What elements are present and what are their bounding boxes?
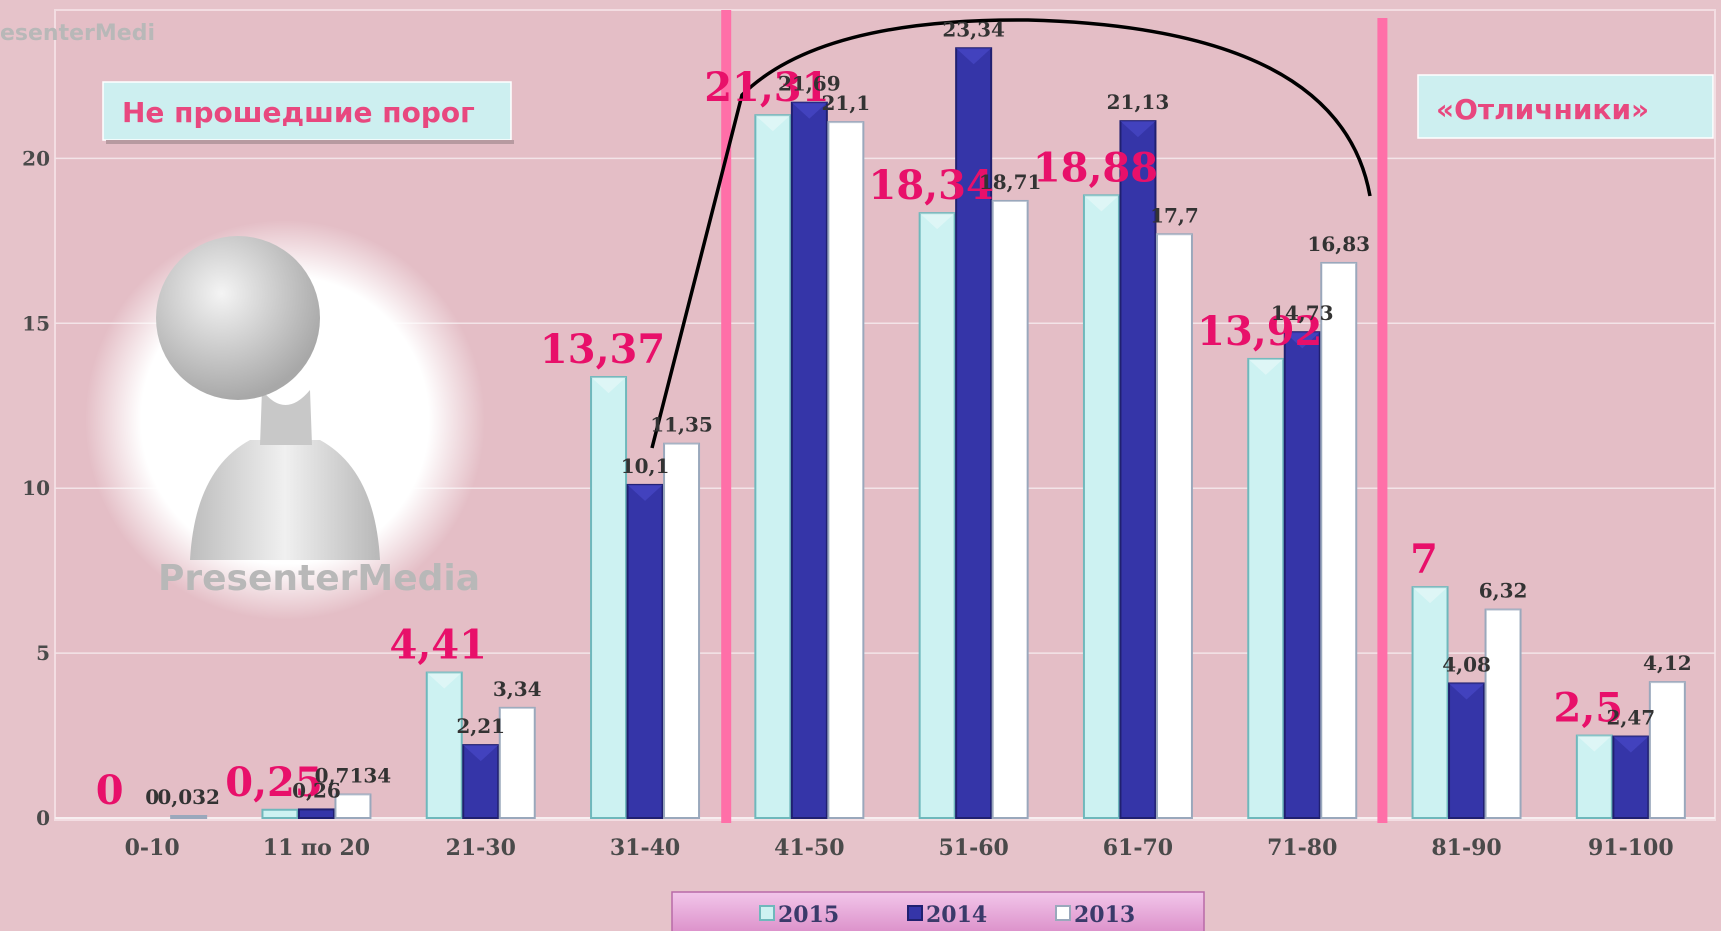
bar-2015	[1082, 194, 1120, 820]
value-label-2015: 2,5	[1554, 685, 1624, 732]
figure-illustration	[85, 220, 485, 620]
value-label-2013: 6,32	[1479, 579, 1528, 603]
value-label-2013: 0,7134	[315, 763, 392, 787]
bar-2014	[626, 483, 664, 819]
y-tick-label: 5	[36, 641, 50, 665]
legend-item-2014: 2014	[907, 902, 987, 928]
watermark-top: esenterMedi	[0, 21, 155, 46]
bar-2013	[1320, 261, 1358, 819]
bar-2014	[462, 744, 500, 820]
x-tick-label: 31-40	[610, 835, 680, 861]
legend-item-2013: 2013	[1055, 902, 1135, 928]
bar-2013	[663, 442, 701, 819]
value-label-2014: 21,13	[1107, 90, 1170, 114]
bar-2015	[261, 808, 299, 820]
value-label-2015: 4,41	[390, 622, 487, 669]
y-tick-label: 20	[22, 146, 50, 170]
bar-2013	[1484, 608, 1522, 819]
bar-2015	[918, 212, 956, 819]
bar-2014	[955, 47, 993, 819]
bar-2013	[991, 199, 1029, 819]
bar-2013	[498, 706, 536, 819]
legend-label: 2015	[778, 902, 839, 928]
bar-2015	[1247, 357, 1285, 819]
value-label-2014: 4,08	[1442, 652, 1491, 676]
highlight-arc	[650, 18, 1372, 449]
bar-2014	[1448, 682, 1486, 819]
plot-frame	[54, 9, 1716, 821]
svg-text:«Отличники»: «Отличники»	[1436, 93, 1649, 126]
bar-2013	[1155, 233, 1193, 819]
x-axis: 0-10 11 по 20 21-30 31-40 41-50 51-60 61-70 71-…	[125, 835, 1674, 861]
threshold-line	[1377, 18, 1388, 823]
bar-2013	[334, 793, 372, 819]
value-label-2015: 18,34	[869, 162, 994, 209]
value-label-2013: 11,35	[650, 413, 713, 437]
value-label-2015: 0	[96, 767, 124, 814]
bar-2015	[590, 376, 628, 819]
y-tick-label: 10	[22, 476, 50, 500]
bars	[170, 47, 1686, 820]
value-label-2013: 21,1	[821, 91, 870, 115]
value-labels: 0 00,032 0,250,260,71344,412,213,3413,3710…	[96, 17, 1692, 814]
legend-item-2015: 2015	[759, 902, 839, 928]
x-tick-label: 21-30	[446, 835, 516, 861]
bar-2013	[170, 815, 208, 819]
label-box-excellent: «Отличники»	[1417, 74, 1714, 139]
value-label-2013: 16,83	[1307, 232, 1370, 256]
bar-2014	[1612, 735, 1650, 819]
bar-2015	[1411, 586, 1449, 820]
value-label-2014: 14,73	[1271, 301, 1334, 325]
x-tick-label: 91-100	[1588, 835, 1674, 861]
bar-2015	[425, 671, 463, 819]
value-label-2013: 4,12	[1643, 651, 1692, 675]
bar-2014	[1119, 120, 1157, 819]
threshold-line	[721, 10, 732, 823]
value-label-2014: 10,1	[621, 454, 670, 478]
legend-label: 2013	[1074, 902, 1135, 928]
svg-text:Не прошедшие порог: Не прошедшие порог	[122, 96, 475, 129]
value-label-2015: 21,31	[704, 64, 829, 111]
threshold-lines	[721, 10, 1388, 823]
value-label-2014: 21,69	[778, 72, 841, 96]
legend: 2015 2014 2013	[671, 891, 1205, 931]
x-tick-label: 61-70	[1103, 835, 1173, 861]
value-label-2014: 0,26	[292, 778, 341, 802]
value-label-2014: 2,21	[456, 714, 505, 738]
value-label-2015: 13,92	[1197, 308, 1322, 355]
value-label-2014: 0	[145, 785, 159, 809]
y-tick-label: 0	[36, 806, 50, 830]
value-label-2015: 7	[1410, 536, 1438, 583]
value-label-2013: 18,71	[979, 170, 1042, 194]
x-tick-label: 71-80	[1267, 835, 1337, 861]
legend-swatch	[759, 905, 775, 921]
bar-2013	[827, 121, 865, 819]
y-tick-label: 15	[22, 311, 50, 335]
legend-swatch	[1055, 905, 1071, 921]
value-label-2013: 17,7	[1150, 203, 1199, 227]
value-label-2015: 0,25	[225, 759, 322, 806]
watermark-figure: PresenterMedia	[158, 558, 480, 599]
legend-label: 2014	[926, 902, 987, 928]
bar-2014	[297, 808, 335, 819]
value-label-2013: 3,34	[493, 677, 542, 701]
bar-2015	[1575, 734, 1613, 820]
value-label-2015: 13,37	[540, 326, 665, 373]
value-label-2015: 18,88	[1033, 144, 1158, 191]
x-tick-label: 81-90	[1431, 835, 1501, 861]
bar-2014	[790, 101, 828, 819]
x-tick-label: 0-10	[125, 835, 180, 861]
legend-swatch	[907, 905, 923, 921]
value-label-2014: 23,34	[942, 17, 1005, 41]
bar-2014	[1283, 331, 1321, 819]
x-tick-label: 41-50	[774, 835, 844, 861]
x-tick-label: 51-60	[938, 835, 1008, 861]
bar-2013	[1648, 681, 1686, 819]
label-box-not-passed: Не прошедшие порог	[102, 81, 514, 144]
x-tick-label: 11 по 20	[263, 835, 370, 861]
value-label-2014: 2,47	[1606, 706, 1655, 730]
bar-2015	[754, 114, 792, 819]
value-label-2013: 0,032	[157, 785, 220, 809]
